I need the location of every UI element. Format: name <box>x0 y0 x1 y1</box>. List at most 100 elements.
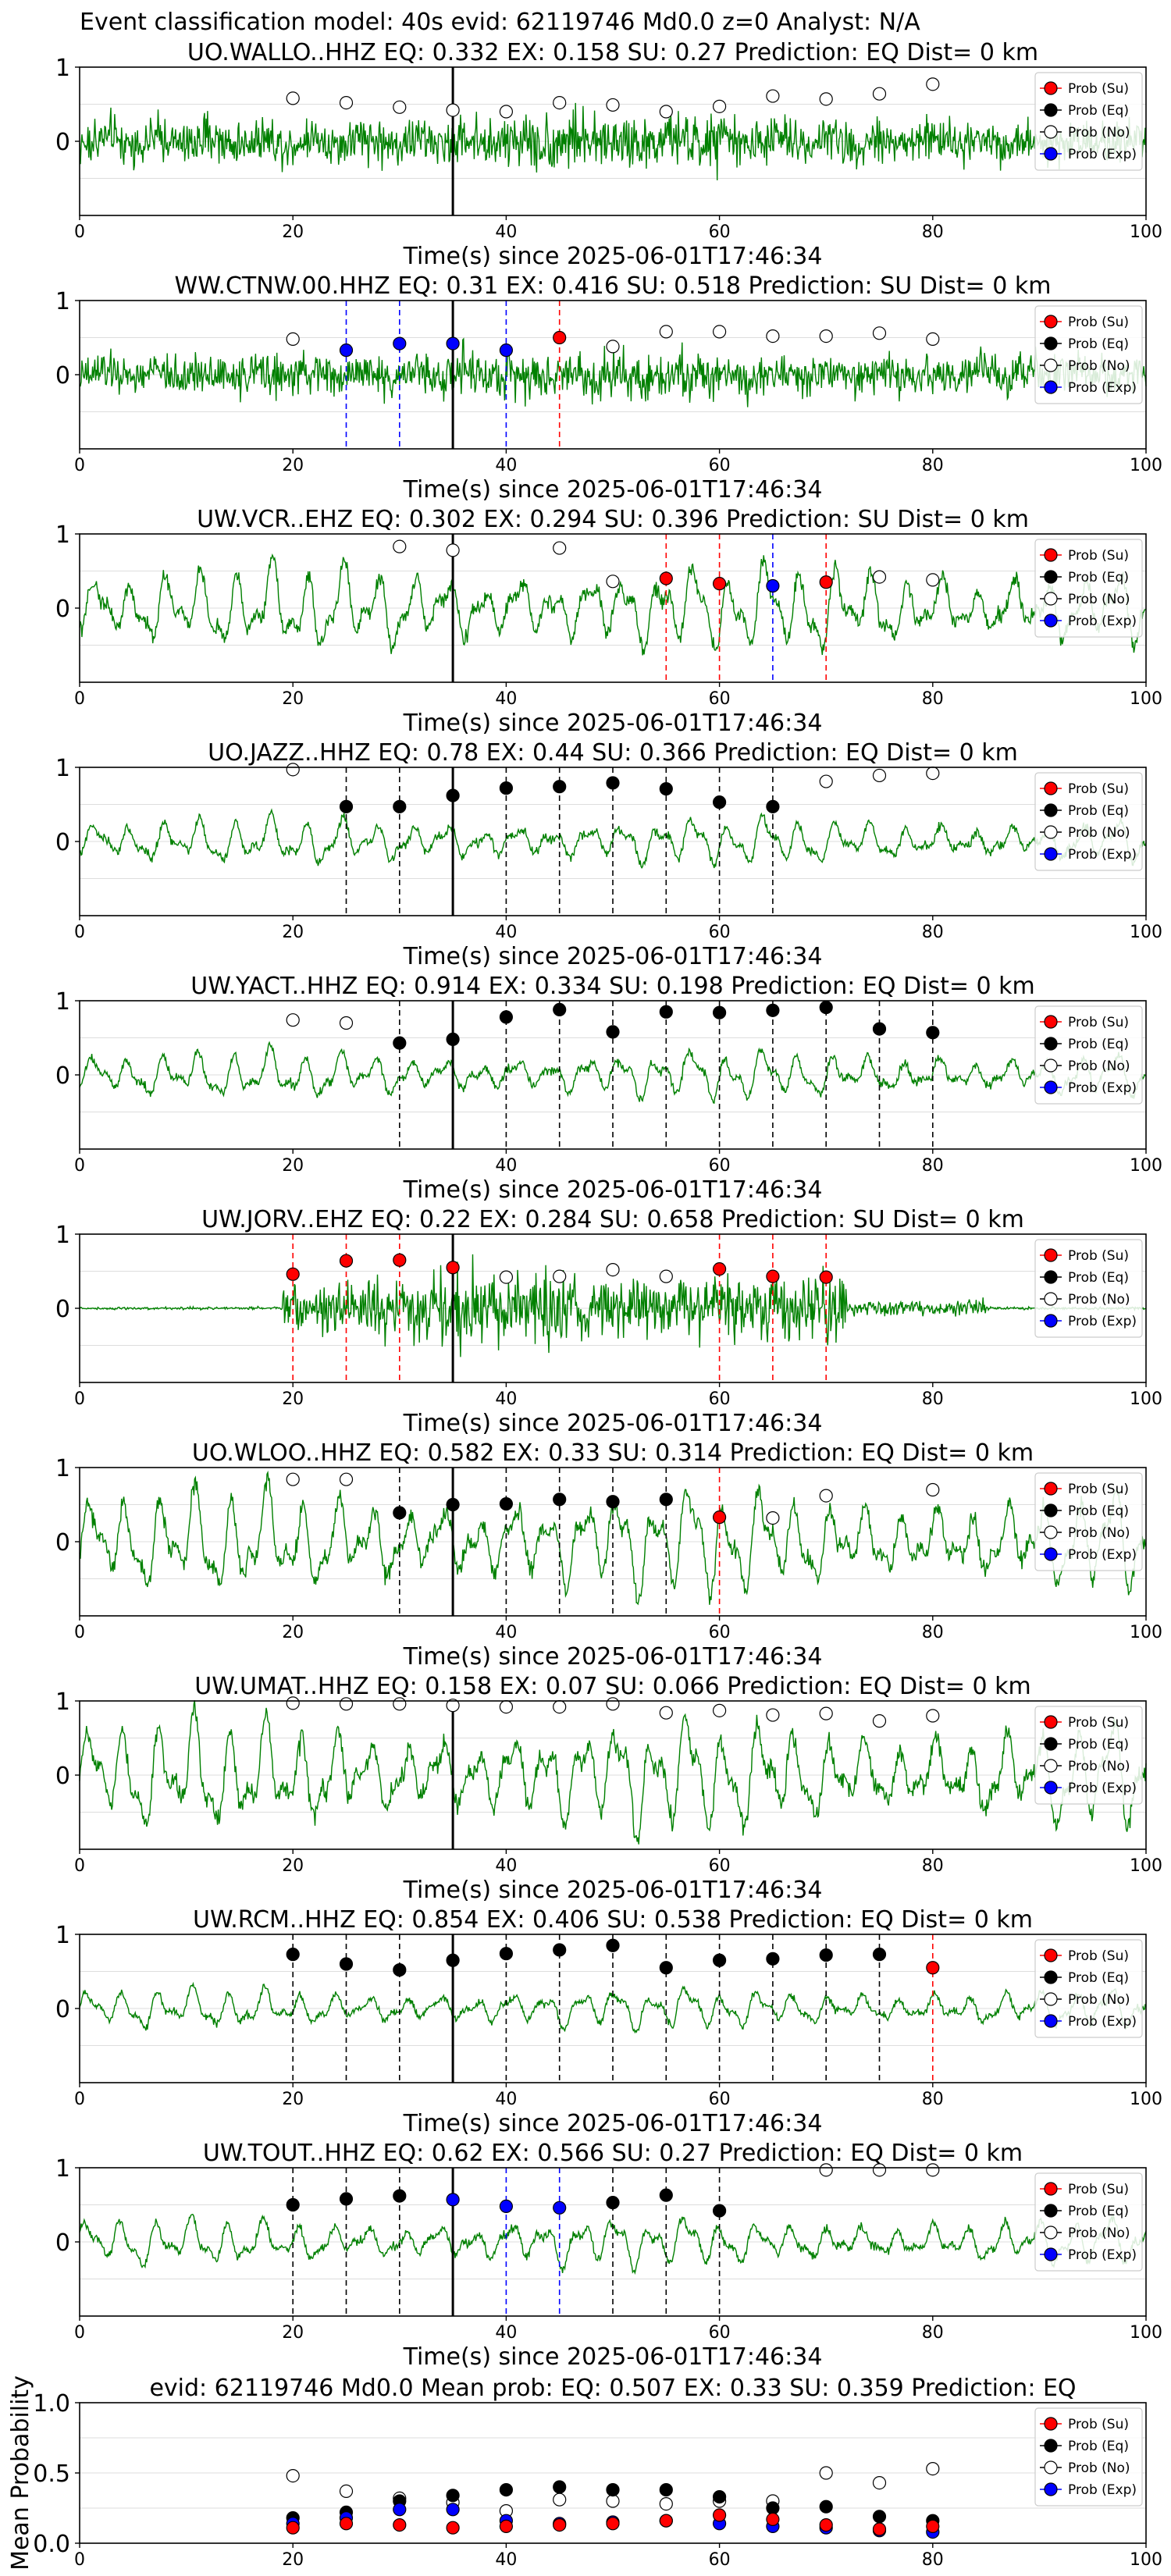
point-no <box>553 2492 567 2507</box>
x-tick-label: 0 <box>74 1156 85 1176</box>
x-tick-label: 80 <box>922 1856 944 1876</box>
point-no <box>872 2163 887 2177</box>
legend-label: Prob (Exp) <box>1068 1314 1137 1329</box>
point-no <box>712 325 727 339</box>
x-tick-label: 80 <box>922 2090 944 2109</box>
x-ticks: 0 20 40 60 80 100 <box>74 1149 1162 1176</box>
y-ticks: 01 <box>55 1455 80 1557</box>
legend-marker <box>1044 1503 1058 1517</box>
x-ticks: 0 20 40 60 80 100 <box>74 2316 1162 2343</box>
legend-marker <box>1044 315 1058 329</box>
x-axis-label: Time(s) since 2025-06-01T17:46:34 <box>403 1877 823 1904</box>
point-exp <box>393 336 407 350</box>
point-su <box>926 1961 940 1975</box>
point-no <box>712 1703 727 1717</box>
point-no <box>872 1714 887 1728</box>
point-no <box>339 1697 354 1711</box>
x-tick-label: 60 <box>709 1389 731 1409</box>
y-tick-label: 0 <box>55 1296 70 1323</box>
legend-item-eq: Prob (Eq) <box>1040 336 1129 352</box>
point-eq <box>872 2510 887 2524</box>
y-ticks: 01 <box>55 521 80 623</box>
series-eq <box>286 1938 887 1977</box>
point-eq <box>553 780 567 794</box>
legend-label: Prob (Eq) <box>1068 103 1129 119</box>
point-su <box>712 1262 727 1276</box>
legend-label: Prob (Eq) <box>1068 2439 1129 2454</box>
legend-item-no: Prob (No) <box>1040 2226 1130 2241</box>
x-axis-label: Time(s) since 2025-06-01T17:46:34 <box>403 943 823 970</box>
series-no <box>819 2163 940 2177</box>
point-no <box>553 1700 567 1714</box>
point-no <box>393 100 407 114</box>
legend-label: Prob (No) <box>1068 1759 1130 1774</box>
point-exp <box>446 2503 460 2517</box>
legend-marker <box>1044 1948 1058 1962</box>
x-tick-label: 100 <box>1130 2323 1162 2343</box>
point-no <box>286 2469 300 2483</box>
y-tick-label: 1 <box>55 1455 70 1482</box>
point-eq <box>499 1496 514 1511</box>
y-ticks: 01 <box>55 1222 80 1323</box>
point-eq <box>712 2490 727 2504</box>
x-tick-label: 100 <box>1130 222 1162 242</box>
point-su <box>393 1253 407 1267</box>
point-no <box>446 543 460 557</box>
y-ticks: 01 <box>55 288 80 390</box>
legend-item-no: Prob (No) <box>1040 358 1130 374</box>
legend-marker <box>1044 380 1058 394</box>
point-exp <box>553 2201 567 2215</box>
x-tick-label: 60 <box>709 1156 731 1176</box>
x-tick-label: 60 <box>709 689 731 709</box>
point-no <box>286 91 300 105</box>
legend-marker <box>1044 1015 1058 1029</box>
point-eq <box>712 2204 727 2218</box>
legend-item-exp: Prob (Exp) <box>1040 1781 1137 1796</box>
x-tick-label: 100 <box>1130 689 1162 709</box>
legend-item-su: Prob (Su) <box>1040 2417 1129 2432</box>
point-eq <box>819 1000 833 1015</box>
point-eq <box>446 1953 460 1967</box>
point-su <box>446 1261 460 1275</box>
x-axis-label: Time(s) since 2025-06-01T17:46:34 <box>403 2343 823 2371</box>
legend-label: Prob (Exp) <box>1068 380 1137 396</box>
point-no <box>499 105 514 119</box>
panel-2: WW.CTNW.00.HHZ EQ: 0.31 EX: 0.416 SU: 0.… <box>55 272 1162 503</box>
grid <box>80 2437 1146 2509</box>
legend-item-eq: Prob (Eq) <box>1040 803 1129 819</box>
point-eq <box>659 781 673 796</box>
legend-marker <box>1044 358 1058 372</box>
legend-item-su: Prob (Su) <box>1040 548 1129 564</box>
legend-label: Prob (Eq) <box>1068 336 1129 352</box>
point-no <box>766 1708 780 1722</box>
y-ticks: 01 <box>55 1688 80 1790</box>
point-eq <box>339 1957 354 1971</box>
point-eq <box>766 1952 780 1966</box>
legend-label: Prob (Su) <box>1068 1015 1129 1030</box>
legend-marker <box>1044 125 1058 139</box>
legend-label: Prob (Exp) <box>1068 2247 1137 2263</box>
legend-label: Prob (Exp) <box>1068 847 1137 863</box>
point-eq <box>872 1948 887 1962</box>
legend-item-su: Prob (Su) <box>1040 1248 1129 1264</box>
x-tick-label: 0 <box>74 2550 85 2570</box>
x-tick-label: 0 <box>74 222 85 242</box>
legend-box <box>1034 2172 1143 2272</box>
legend-marker <box>1044 548 1058 562</box>
legend-marker <box>1044 1059 1058 1073</box>
point-no <box>553 541 567 555</box>
x-axis-label: Time(s) since 2025-06-01T17:46:34 <box>403 710 823 737</box>
legend-item-no: Prob (No) <box>1040 825 1130 841</box>
x-tick-label: 20 <box>282 1856 304 1876</box>
legend-label: Prob (Eq) <box>1068 1970 1129 1986</box>
point-eq <box>659 1493 673 1507</box>
legend-marker <box>1044 147 1058 161</box>
x-tick-label: 0 <box>74 689 85 709</box>
grid <box>80 1738 1146 1813</box>
series-no <box>286 1472 940 1525</box>
x-ticks: 0 20 40 60 80 100 <box>74 2083 1162 2109</box>
x-tick-label: 80 <box>922 456 944 475</box>
legend-label: Prob (Su) <box>1068 1948 1129 1964</box>
panel-title: UW.TOUT..HHZ EQ: 0.62 EX: 0.566 SU: 0.27… <box>203 2140 1023 2167</box>
legend-item-su: Prob (Su) <box>1040 81 1129 97</box>
